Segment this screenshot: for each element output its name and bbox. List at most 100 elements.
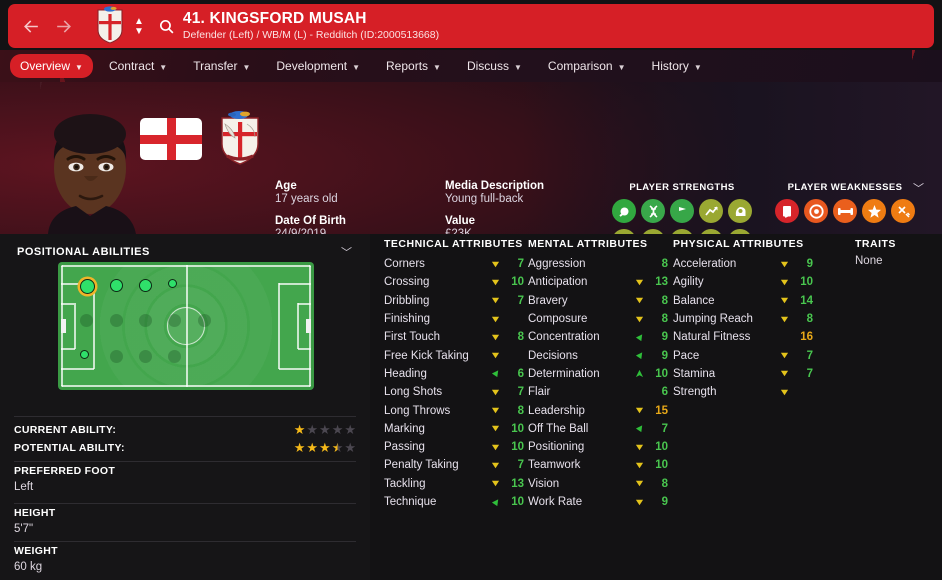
attribute-trend-down-icon	[632, 479, 646, 488]
position-dot-active[interactable]	[168, 279, 177, 288]
physical-attribute-row[interactable]: Balance 14	[673, 292, 813, 310]
position-dot-active[interactable]	[139, 279, 152, 292]
mental-attribute-row[interactable]: Leadership 15	[528, 401, 668, 419]
position-dot-inactive[interactable]	[139, 314, 152, 327]
club-crest-small[interactable]	[90, 6, 130, 46]
mental-attribute-row[interactable]: Decisions 9	[528, 346, 668, 364]
physical-attribute-row[interactable]: Agility 10	[673, 273, 813, 291]
corner-flag-icon[interactable]	[670, 199, 694, 223]
position-dot-inactive[interactable]	[139, 350, 152, 363]
technical-attribute-row[interactable]: Finishing	[384, 310, 524, 328]
attribute-value: 8	[517, 331, 524, 344]
physical-attribute-row[interactable]: Jumping Reach 8	[673, 310, 813, 328]
attribute-trend-down-icon	[632, 461, 646, 470]
technical-attribute-row[interactable]: Long Shots 7	[384, 383, 524, 401]
technical-attribute-row[interactable]: Technique 10	[384, 493, 524, 511]
boots-icon[interactable]	[641, 229, 665, 234]
position-dot-inactive[interactable]	[168, 350, 181, 363]
technical-attribute-row[interactable]: Marking 10	[384, 420, 524, 438]
technical-attribute-row[interactable]: Crossing 10	[384, 273, 524, 291]
scout-report-icon[interactable]	[728, 229, 752, 234]
mental-attribute-row[interactable]: Determination 10	[528, 365, 668, 383]
dna-icon[interactable]	[641, 199, 665, 223]
physical-attribute-row[interactable]: Natural Fitness 16	[673, 328, 813, 346]
physical-attribute-row[interactable]: Stamina 7	[673, 365, 813, 383]
position-dot-active[interactable]	[80, 350, 89, 359]
head-brain-icon[interactable]	[728, 199, 752, 223]
player-stepper[interactable]: ▲ ▼	[134, 16, 144, 36]
potential-ability-stars: ★ ★ ★ ★ ★	[294, 441, 356, 454]
mental-attribute-row[interactable]: Off The Ball 7	[528, 420, 668, 438]
target-icon[interactable]	[804, 199, 828, 223]
technical-attribute-row[interactable]: Free Kick Taking	[384, 346, 524, 364]
position-dot-inactive[interactable]	[80, 314, 93, 327]
position-dot-active[interactable]	[80, 279, 95, 294]
search-button[interactable]	[158, 18, 175, 35]
player-info-column-2: Media Description Young full-back Value £23…	[445, 180, 570, 234]
technical-attribute-row[interactable]: Dribbling 7	[384, 292, 524, 310]
flask-icon[interactable]	[699, 229, 723, 234]
tab-history[interactable]: History ▼	[642, 54, 712, 78]
mental-attribute-row[interactable]: Flair 6	[528, 383, 668, 401]
attribute-trend-up-icon	[488, 369, 502, 378]
mental-attribute-row[interactable]: Vision 8	[528, 475, 668, 493]
technical-attribute-row[interactable]: Heading 6	[384, 365, 524, 383]
mental-attribute-row[interactable]: Aggression 8	[528, 255, 668, 273]
tab-discuss[interactable]: Discuss ▼	[457, 54, 532, 78]
technical-attribute-row[interactable]: First Touch 8	[384, 328, 524, 346]
bandage-icon[interactable]	[612, 229, 636, 234]
mental-attribute-row[interactable]: Concentration 9	[528, 328, 668, 346]
technical-attribute-row[interactable]: Corners 7	[384, 255, 524, 273]
position-dot-inactive[interactable]	[168, 314, 181, 327]
tab-transfer[interactable]: Transfer ▼	[183, 54, 260, 78]
forward-button[interactable]	[48, 11, 78, 41]
star-icon[interactable]	[862, 199, 886, 223]
attribute-name: Positioning	[528, 441, 585, 454]
position-dot-active[interactable]	[110, 279, 123, 292]
set-piece-taking-icon[interactable]	[612, 199, 636, 223]
position-dot-inactive[interactable]	[198, 314, 211, 327]
banknote-icon[interactable]	[670, 229, 694, 234]
mental-attribute-row[interactable]: Bravery 8	[528, 292, 668, 310]
mental-attribute-row[interactable]: Work Rate 9	[528, 493, 668, 511]
tab-overview[interactable]: Overview ▼	[10, 54, 93, 78]
physical-attribute-row[interactable]: Acceleration 9	[673, 255, 813, 273]
tab-reports[interactable]: Reports ▼	[376, 54, 451, 78]
trend-up-icon[interactable]	[699, 199, 723, 223]
star-icon: ★	[293, 440, 306, 455]
injury-icon[interactable]	[891, 199, 915, 223]
tab-contract[interactable]: Contract ▼	[99, 54, 177, 78]
technical-attribute-row[interactable]: Penalty Taking 7	[384, 456, 524, 474]
technical-attribute-row[interactable]: Tackling 13	[384, 475, 524, 493]
position-dot-inactive[interactable]	[110, 350, 123, 363]
tab-development[interactable]: Development ▼	[266, 54, 370, 78]
attribute-value: 10	[511, 496, 524, 508]
positional-abilities-pitch[interactable]	[58, 262, 314, 390]
attribute-trend-down-icon	[777, 388, 791, 397]
technical-attribute-row[interactable]: Long Throws 8	[384, 401, 524, 419]
red-card-icon[interactable]	[775, 199, 799, 223]
arrow-down-right-icon	[780, 316, 788, 322]
player-info-field: Date Of Birth 24/9/2019	[275, 215, 391, 234]
tab-label: Development	[276, 59, 348, 73]
attribute-name: Heading	[384, 367, 427, 380]
tab-comparison[interactable]: Comparison ▼	[538, 54, 636, 78]
arrow-up-icon	[635, 370, 643, 378]
mental-attribute-row[interactable]: Teamwork 10	[528, 456, 668, 474]
nationality-club-block	[140, 104, 270, 202]
back-button[interactable]	[16, 11, 46, 41]
technical-attribute-row[interactable]: Passing 10	[384, 438, 524, 456]
chevron-down-icon[interactable]: ﹀	[341, 247, 352, 259]
mental-attribute-row[interactable]: Composure 8	[528, 310, 668, 328]
position-dot-inactive[interactable]	[110, 314, 123, 327]
mental-attribute-row[interactable]: Anticipation 13	[528, 273, 668, 291]
chevron-down-icon[interactable]: ﹀	[913, 183, 924, 195]
attribute-trend-up-icon	[632, 351, 646, 360]
dumbbell-icon[interactable]	[833, 199, 857, 223]
physical-attribute-row[interactable]: Strength	[673, 383, 813, 401]
arrow-down-right-icon	[491, 279, 499, 286]
physical-attribute-row[interactable]: Pace 7	[673, 346, 813, 364]
attribute-trend-down-icon	[777, 278, 791, 287]
star-icon: ★	[344, 422, 356, 437]
mental-attribute-row[interactable]: Positioning 10	[528, 438, 668, 456]
